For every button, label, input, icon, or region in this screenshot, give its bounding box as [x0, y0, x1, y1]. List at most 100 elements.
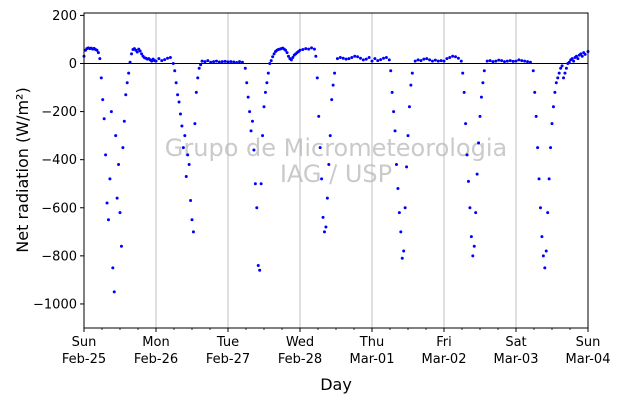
data-point-129 — [298, 48, 302, 52]
x-tick-day-1: Mon — [142, 335, 169, 350]
data-point-33 — [130, 52, 134, 56]
data-point-244 — [547, 177, 551, 181]
data-point-202 — [462, 90, 466, 94]
data-point-173 — [396, 187, 400, 191]
data-point-150 — [338, 55, 342, 59]
data-point-191 — [433, 58, 437, 62]
x-tick-day-0: Sun — [72, 335, 97, 350]
data-point-207 — [469, 235, 473, 239]
data-point-82 — [217, 60, 221, 64]
data-point-261 — [572, 59, 576, 63]
y-tick-label-4: −600 — [41, 201, 77, 216]
data-point-194 — [442, 59, 446, 63]
data-point-155 — [353, 54, 357, 58]
data-point-243 — [546, 211, 550, 215]
data-point-172 — [394, 162, 398, 166]
data-point-231 — [526, 60, 530, 64]
plot-area — [84, 13, 588, 328]
data-point-32 — [128, 60, 132, 64]
data-point-90 — [240, 60, 244, 64]
data-point-73 — [196, 76, 200, 80]
vertical-grid-lines — [155, 13, 517, 328]
data-point-52 — [160, 59, 164, 63]
data-points — [82, 46, 590, 294]
watermark-line-1: Grupo de Micrometeorologia — [165, 134, 507, 162]
data-point-17 — [106, 218, 110, 222]
data-point-101 — [258, 268, 262, 272]
data-point-213 — [478, 114, 482, 118]
data-point-221 — [497, 58, 501, 62]
y-tick-label-2: −200 — [41, 105, 77, 120]
data-point-157 — [358, 56, 362, 60]
data-point-208 — [471, 254, 475, 258]
data-point-187 — [422, 57, 426, 61]
data-point-137 — [317, 114, 321, 118]
data-point-182 — [409, 83, 413, 87]
y-tick-label-5: −800 — [41, 249, 77, 264]
data-point-83 — [220, 60, 224, 64]
data-point-185 — [416, 58, 420, 62]
data-point-246 — [550, 122, 554, 126]
data-point-242 — [544, 249, 548, 253]
data-point-149 — [335, 57, 339, 61]
data-point-64 — [183, 134, 187, 138]
data-point-143 — [325, 196, 329, 200]
data-point-132 — [307, 47, 311, 51]
data-point-156 — [356, 55, 360, 59]
x-axis-title: Day — [320, 375, 352, 394]
data-point-152 — [344, 57, 348, 61]
data-point-84 — [223, 59, 227, 63]
data-point-204 — [465, 153, 469, 157]
data-point-130 — [301, 48, 305, 52]
y-tick-label-0: 200 — [52, 9, 77, 24]
data-point-134 — [312, 47, 316, 51]
data-point-232 — [528, 60, 532, 64]
data-point-141 — [322, 230, 326, 234]
data-point-85 — [226, 60, 230, 64]
data-point-266 — [579, 52, 583, 56]
data-point-54 — [166, 56, 170, 60]
data-point-247 — [551, 105, 555, 109]
data-point-13 — [101, 98, 105, 102]
data-point-66 — [186, 153, 190, 157]
data-point-93 — [246, 95, 250, 99]
data-point-26 — [119, 244, 123, 248]
x-tick-day-6: Sat — [505, 335, 526, 350]
data-point-177 — [402, 249, 406, 253]
data-point-144 — [327, 162, 331, 166]
data-point-216 — [482, 69, 486, 73]
data-point-163 — [376, 59, 380, 63]
data-point-260 — [570, 57, 574, 61]
data-point-245 — [549, 146, 553, 150]
x-tick-day-5: Fri — [436, 335, 452, 350]
data-point-145 — [328, 134, 332, 138]
data-point-139 — [320, 177, 324, 181]
data-point-248 — [553, 90, 557, 94]
data-point-238 — [538, 206, 542, 210]
data-point-166 — [384, 55, 388, 59]
x-tick-day-4: Thu — [359, 335, 384, 350]
x-tick-day-7: Sun — [576, 335, 601, 350]
data-point-108 — [268, 61, 272, 65]
data-point-71 — [193, 122, 197, 126]
data-point-91 — [243, 66, 247, 70]
data-point-104 — [262, 105, 266, 109]
data-point-170 — [392, 110, 396, 114]
data-point-89 — [238, 60, 242, 64]
data-point-255 — [563, 71, 567, 75]
data-point-176 — [400, 256, 404, 260]
data-point-70 — [191, 230, 195, 234]
data-point-124 — [291, 55, 295, 59]
data-point-68 — [189, 199, 193, 203]
y-axis-title: Net radiation (W/m²) — [13, 87, 32, 252]
data-point-171 — [393, 129, 397, 133]
data-point-30 — [125, 81, 129, 85]
data-point-225 — [508, 59, 512, 63]
data-point-69 — [190, 218, 194, 222]
data-point-60 — [177, 100, 181, 104]
data-point-159 — [364, 57, 368, 61]
data-point-233 — [531, 69, 535, 73]
data-point-76 — [200, 59, 204, 63]
data-point-9 — [95, 48, 99, 52]
